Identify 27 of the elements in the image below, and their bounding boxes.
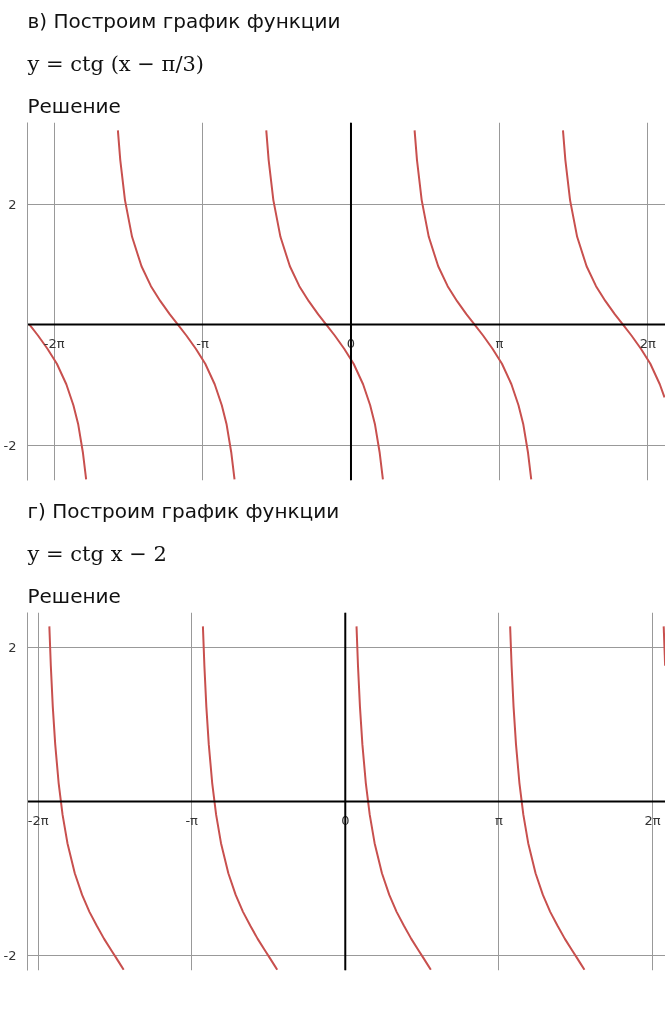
text: Решение — [27, 583, 121, 608]
line-series — [509, 625, 586, 971]
x-tick-label: -π — [196, 335, 210, 351]
x-tick-label: -π — [185, 812, 199, 828]
y-tick-label: 2 — [8, 639, 17, 655]
x-tick-label: 2π — [639, 335, 656, 351]
y-tick-label: -2 — [3, 948, 17, 964]
chart-subtitle: y = ctg (x − π/3) — [26, 51, 205, 76]
x-tick-label: 2π — [644, 812, 661, 828]
x-tick-label: π — [494, 812, 503, 828]
x-tick-label: -2π — [27, 812, 49, 828]
y-tick-label: 2 — [8, 196, 17, 212]
chart-title: г) Построим график функции — [27, 498, 340, 523]
y-tick-label: -2 — [3, 437, 17, 453]
line-series — [413, 129, 533, 481]
text: Решение — [27, 93, 121, 118]
x-tick-label: -2π — [43, 335, 65, 351]
x-tick-label: π — [495, 335, 504, 351]
line-series — [28, 323, 88, 481]
line-series — [201, 625, 279, 971]
line-series — [561, 129, 665, 399]
line-series — [265, 129, 384, 481]
line-series — [355, 625, 432, 971]
chart-subtitle: y = ctg x − 2 — [26, 541, 167, 566]
line-series — [116, 129, 236, 481]
chart-title: в) Построим график функции — [27, 8, 341, 33]
line-series — [48, 625, 125, 971]
